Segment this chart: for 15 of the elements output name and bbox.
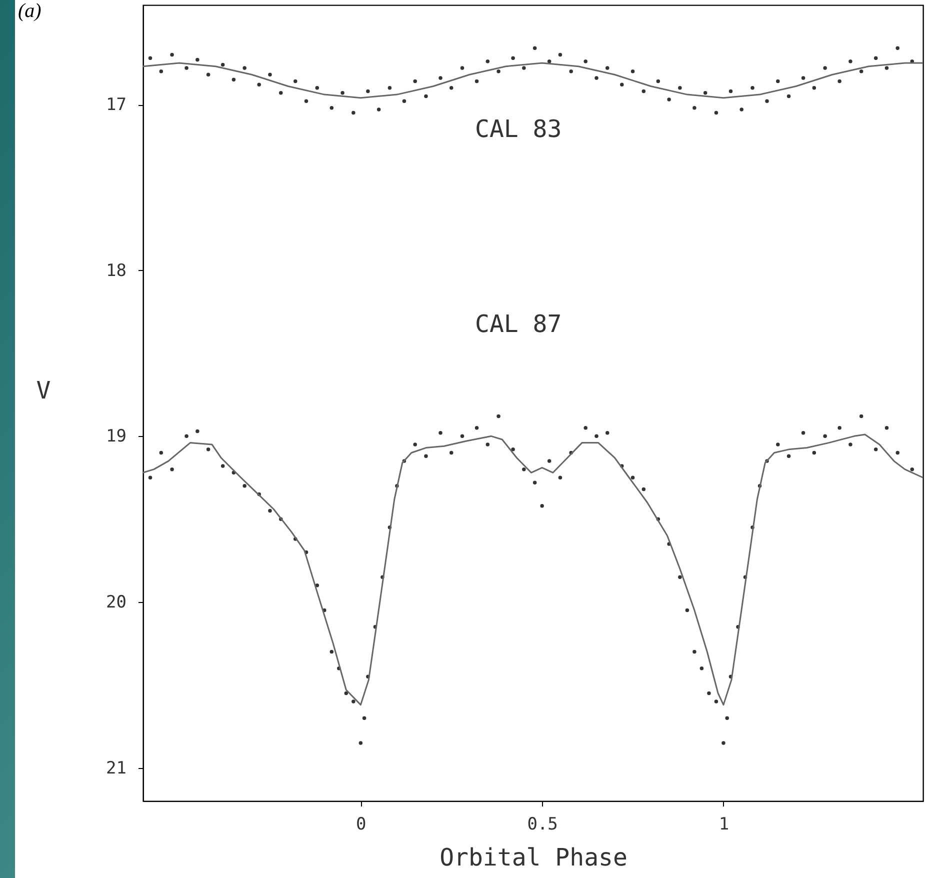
x-tick-label: 0.5 bbox=[527, 814, 558, 834]
line-series bbox=[142, 434, 924, 706]
x-axis-title: Orbital Phase bbox=[440, 844, 628, 872]
y-tick-label: 19 bbox=[106, 426, 126, 447]
annotation: CAL 87 bbox=[475, 310, 562, 338]
annotation: CAL 83 bbox=[475, 115, 562, 143]
text: (a) bbox=[18, 0, 42, 23]
y-tick-label: 20 bbox=[106, 592, 126, 612]
x-tick-label: 0 bbox=[356, 814, 366, 834]
y-tick-label: 17 bbox=[106, 95, 126, 115]
x-tick-label: 1 bbox=[718, 814, 730, 834]
y-tick-label: 21 bbox=[106, 758, 126, 778]
y-axis-title: V bbox=[36, 376, 51, 404]
line-series bbox=[142, 62, 924, 99]
y-tick-label: 18 bbox=[106, 260, 126, 281]
